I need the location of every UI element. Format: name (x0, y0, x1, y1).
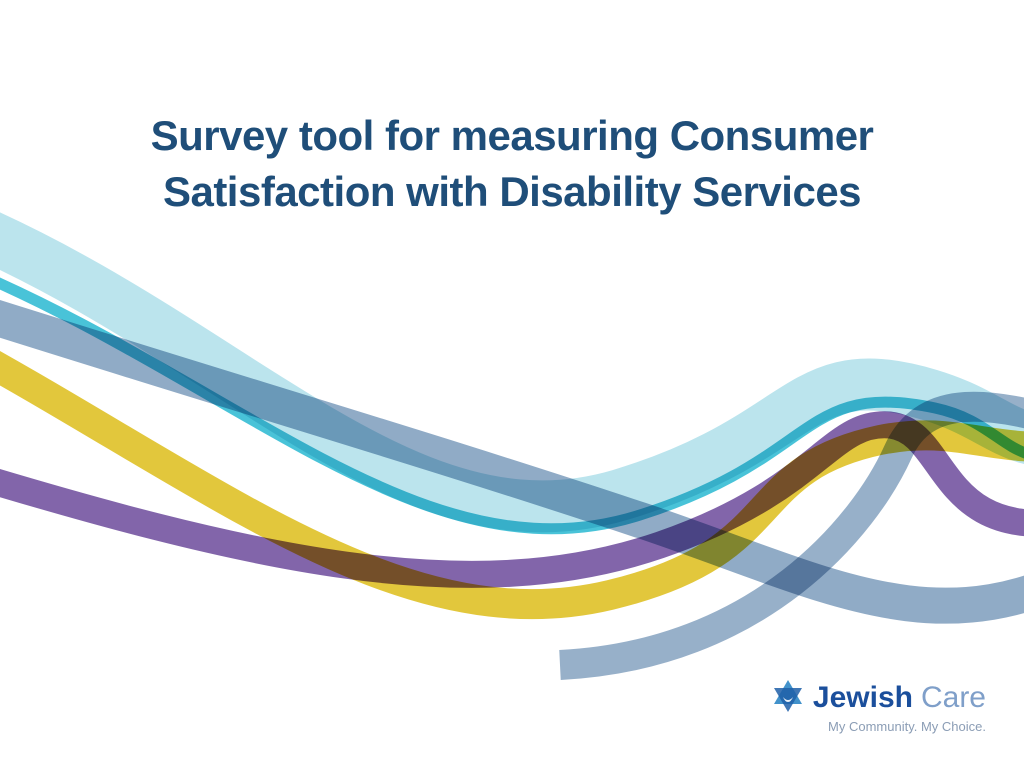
slide-title-line-1: Survey tool for measuring Consumer (150, 112, 874, 159)
ribbon-purple (0, 411, 1024, 588)
jewishcare-logo-row: Jewish Care (771, 679, 986, 717)
brand-tagline: My Community. My Choice. (828, 719, 986, 734)
slide-title-line-2: Satisfaction with Disability Services (162, 168, 862, 215)
ribbon-bluegray (0, 300, 1024, 624)
ribbon-bluegray-right (559, 391, 1024, 680)
slide-title: Survey tool for measuring Consumer Satis… (0, 108, 1024, 220)
star-of-david-icon (773, 680, 802, 712)
brand-name-secondary: Care (920, 681, 986, 714)
brand-name-primary: Jewish (812, 681, 913, 714)
ribbon-yellow (0, 350, 1024, 619)
jewishcare-logo: Jewish Care My Community. My Choice. (771, 679, 986, 734)
